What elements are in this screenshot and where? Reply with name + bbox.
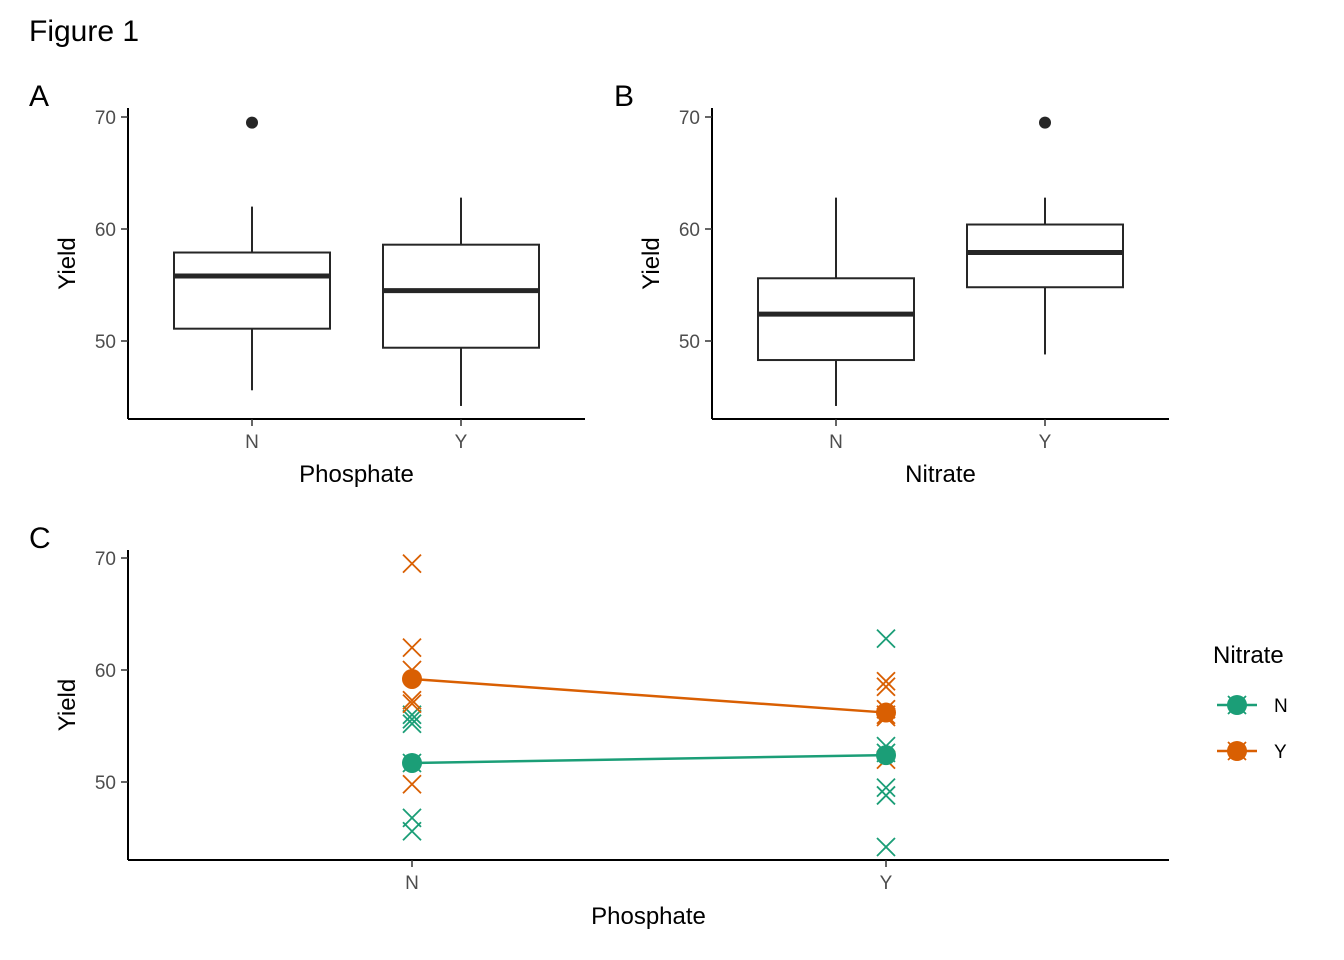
panel-b-y-tick-label: 50 [679, 332, 700, 353]
legend-title: Nitrate [1213, 642, 1284, 669]
panel-c-point-y [402, 774, 422, 794]
legend: Nitrate N Y [1213, 642, 1288, 763]
panel-a-y-tick-label: 70 [95, 108, 116, 129]
panel-b-x-tick-label: Y [1039, 432, 1052, 453]
panel-b-tag: B [614, 80, 634, 113]
panel-c-y-tick-label: 60 [95, 661, 116, 682]
panel-c-mean-point-n [876, 745, 896, 766]
panel-a-box [382, 243, 540, 349]
panel-c: C 50 60 70 N Y Phosphate Yield [29, 522, 1169, 930]
legend-key-point-n [1227, 695, 1247, 715]
panel-c-point-n [402, 808, 422, 828]
panel-b-y-axis-title: Yield [638, 237, 665, 289]
panel-b-y-tick-label: 60 [679, 220, 700, 241]
panel-c-x-tick-label: N [405, 873, 419, 894]
panel-a-tag: A [29, 80, 49, 113]
panel-c-x-tick-label: Y [880, 873, 893, 894]
panel-c-point-y [402, 553, 422, 574]
panel-c-point-y [402, 693, 422, 714]
panel-c-point-n [876, 629, 896, 649]
panel-c-x-axis-title: Phosphate [591, 903, 706, 930]
panel-c-point-n [402, 714, 422, 734]
panel-c-point-n [876, 785, 896, 806]
panel-a-y-tick-label: 60 [95, 220, 116, 241]
panel-c-y-tick-label: 70 [95, 549, 116, 570]
panel-c-mean-point-y [402, 668, 422, 689]
panel-c-y-tick-label: 50 [95, 773, 116, 794]
panel-a-x-tick-label: N [245, 432, 259, 453]
panel-a-y-axis-title: Yield [54, 237, 81, 289]
panel-b-outlier-point [1039, 116, 1051, 129]
panel-a-x-tick-label: Y [455, 432, 468, 453]
panel-b-box [757, 277, 915, 362]
legend-key-point-y [1227, 741, 1247, 761]
panel-c-point-n [402, 705, 422, 725]
panel-a-box [173, 251, 331, 330]
legend-label-y: Y [1274, 742, 1287, 763]
panel-c-mean-point-n [402, 752, 422, 773]
panel-a-y-tick-label: 50 [95, 332, 116, 353]
panel-c-mean-line-n [411, 753, 887, 765]
panel-b-y-tick-label: 70 [679, 108, 700, 129]
panel-c-point-n [402, 709, 422, 729]
panel-c-tag: C [29, 522, 51, 555]
panel-c-point-y [876, 671, 896, 691]
panel-c-point-n [876, 837, 896, 857]
legend-label-n: N [1274, 696, 1288, 717]
panel-b-x-tick-label: N [829, 432, 843, 453]
panel-c-point-y [402, 637, 422, 658]
figure-title: Figure 1 [29, 15, 139, 48]
panel-a: A 50 60 70 N Y Phosphate Yield [29, 80, 585, 488]
panel-b: B 50 60 70 N Y Nitrate Yield [614, 80, 1169, 488]
panel-c-point-y [876, 677, 896, 697]
panel-b-x-axis-title: Nitrate [905, 461, 976, 488]
panel-c-mean-point-y [876, 702, 896, 723]
panel-c-mean-line-y [411, 677, 887, 714]
panel-b-box [966, 223, 1124, 289]
panel-c-point-n [402, 821, 422, 841]
panel-a-outlier-point [246, 116, 258, 129]
panel-c-y-axis-title: Yield [54, 679, 81, 731]
panel-c-point-n [876, 777, 896, 798]
panel-a-x-axis-title: Phosphate [299, 461, 414, 488]
panel-c-point-y [402, 690, 422, 710]
